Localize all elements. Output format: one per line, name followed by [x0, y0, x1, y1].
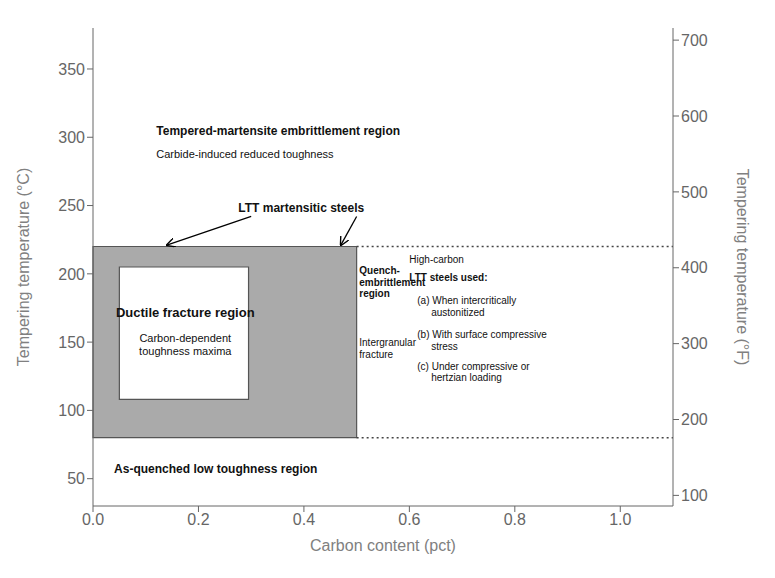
svg-text:300: 300	[58, 129, 85, 146]
svg-text:0.0: 0.0	[82, 511, 104, 528]
svg-text:Carbide-induced reduced toughn: Carbide-induced reduced toughness	[156, 148, 334, 160]
svg-text:0.6: 0.6	[398, 511, 420, 528]
svg-text:Carbon content (pct): Carbon content (pct)	[310, 537, 456, 554]
svg-text:50: 50	[67, 470, 85, 487]
svg-text:Tempering temperature (°C): Tempering temperature (°C)	[15, 168, 32, 366]
svg-text:400: 400	[681, 259, 708, 276]
svg-text:1.0: 1.0	[609, 511, 631, 528]
svg-text:Tempering temperature (°F): Tempering temperature (°F)	[734, 169, 751, 366]
svg-text:0.4: 0.4	[293, 511, 315, 528]
svg-text:High-carbon: High-carbon	[409, 254, 463, 265]
svg-text:Intergranularfracture: Intergranularfracture	[359, 338, 416, 361]
svg-text:LTT steels used:: LTT steels used:	[409, 272, 487, 283]
svg-text:150: 150	[58, 334, 85, 351]
svg-text:200: 200	[681, 411, 708, 428]
svg-text:(b) With surface compressive: (b) With surface compressive stress	[417, 329, 547, 352]
html-text:region: region	[359, 288, 390, 300]
svg-text:As-quenched low toughness regi: As-quenched low toughness region	[114, 462, 317, 476]
svg-text:600: 600	[681, 108, 708, 125]
svg-text:Ductile fracture region: Ductile fracture region	[116, 305, 255, 320]
html-text:Quench-: Quench-	[359, 265, 400, 277]
svg-text:350: 350	[58, 61, 85, 78]
svg-text:LTT martensitic steels: LTT martensitic steels	[238, 201, 364, 215]
svg-text:700: 700	[681, 32, 708, 49]
svg-text:(c) Under compressive or h: (c) Under compressive or hertzian loadin…	[417, 361, 530, 384]
html-text:embrittlement: embrittlement	[359, 276, 426, 288]
svg-text:Tempered-martensite embrittlem: Tempered-martensite embrittlement region	[156, 124, 400, 138]
svg-text:0.8: 0.8	[504, 511, 526, 528]
svg-text:300: 300	[681, 335, 708, 352]
svg-text:250: 250	[58, 197, 85, 214]
svg-text:0.2: 0.2	[187, 511, 209, 528]
svg-text:100: 100	[58, 402, 85, 419]
svg-text:Carbon-dependenttoughness maxi: Carbon-dependenttoughness maxima	[139, 332, 232, 357]
svg-text:100: 100	[681, 487, 708, 504]
svg-text:(a) When intercritically a: (a) When intercritically austonitized	[417, 295, 516, 318]
svg-text:500: 500	[681, 184, 708, 201]
svg-text:200: 200	[58, 266, 85, 283]
